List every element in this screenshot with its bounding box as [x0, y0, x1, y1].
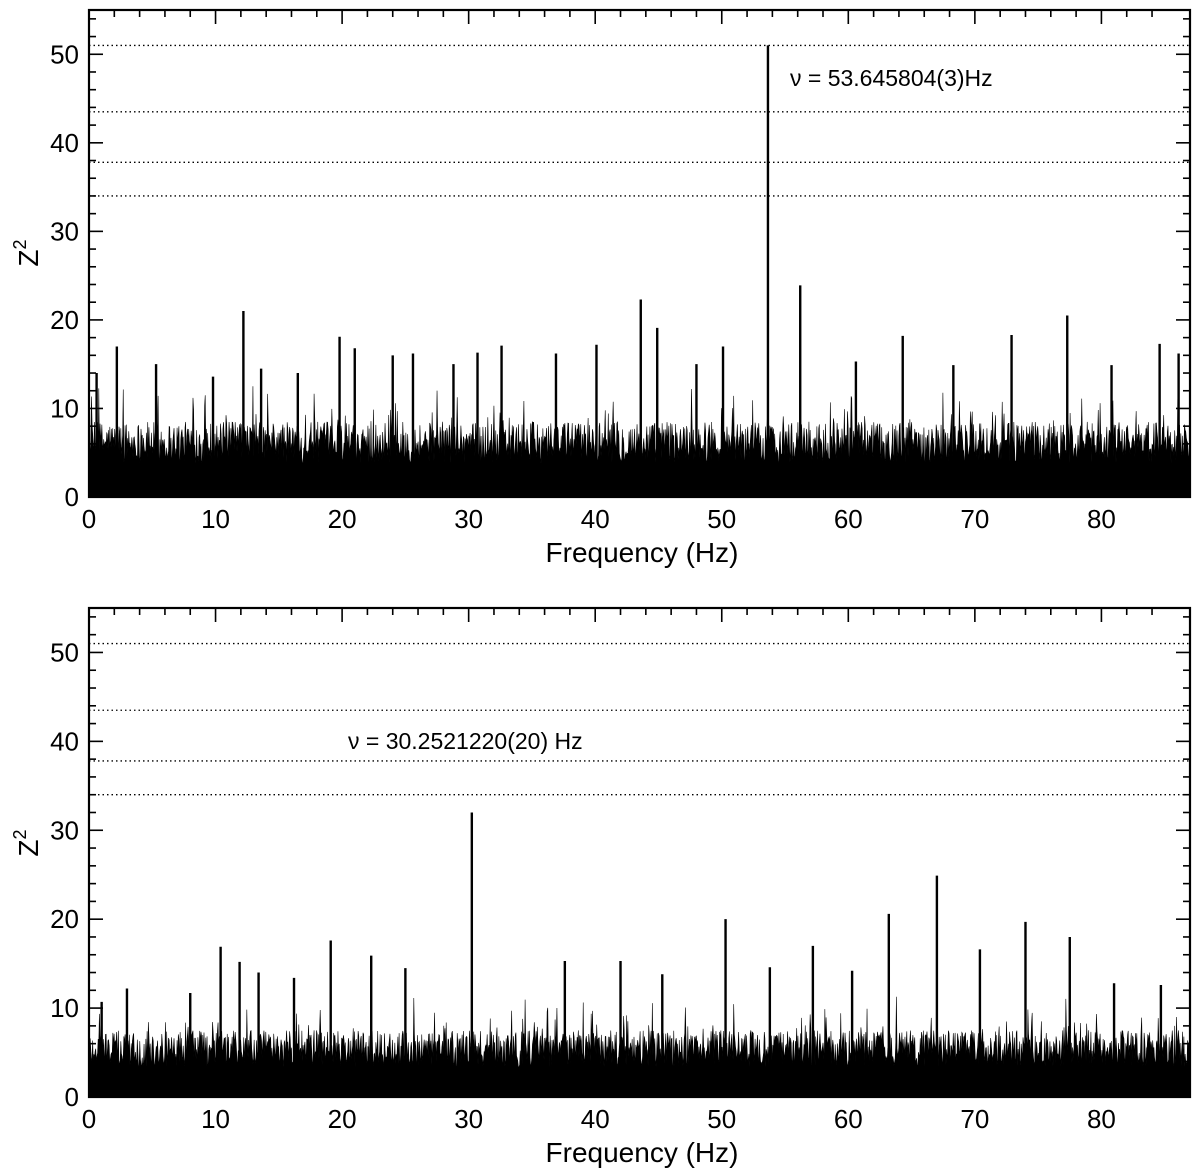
- top-y-tick-label: 30: [50, 216, 79, 246]
- top-tick-labels: 0 10 20 30 40 50 60 70 80 0 10 20 30 40 50: [50, 39, 1116, 534]
- top-x-axis-label: Frequency (Hz): [546, 537, 739, 568]
- bottom-y-tick-label: 20: [50, 904, 79, 934]
- bottom-ticks: [88, 608, 1190, 1098]
- top-y-axis-label: Z2: [10, 239, 44, 266]
- bottom-x-axis-label: Frequency (Hz): [546, 1137, 739, 1168]
- top-threshold-lines: [89, 44, 1190, 197]
- top-peak-annotation: ν = 53.645804(3)Hz: [790, 65, 993, 91]
- top-y-tick-label: 20: [50, 305, 79, 335]
- top-y-tick-label: 50: [50, 39, 79, 69]
- top-axes: [87, 8, 1192, 499]
- bottom-x-tick-label: 70: [960, 1104, 989, 1134]
- bottom-tick-labels: 0 10 20 30 40 50 60 70 80 0 10 20 30 40 50: [50, 637, 1116, 1134]
- bottom-x-tick-label: 50: [707, 1104, 736, 1134]
- bottom-plot-frame: [87, 606, 1192, 1099]
- top-peaks-layer: [95, 45, 1180, 497]
- bottom-x-tick-label: 10: [201, 1104, 230, 1134]
- bottom-x-tick-label: 30: [454, 1104, 483, 1134]
- top-y-tick-label: 10: [50, 393, 79, 423]
- bottom-x-tick-label: 0: [82, 1104, 96, 1134]
- top-y-tick-label: 40: [50, 128, 79, 158]
- bottom-peaks-layer: [100, 812, 1163, 1097]
- top-x-tick-label: 0: [82, 504, 96, 534]
- top-noise-layer: [88, 386, 1191, 498]
- bottom-x-tick-label: 60: [834, 1104, 863, 1134]
- bottom-y-tick-label: 40: [50, 726, 79, 756]
- bottom-y-tick-label: 10: [50, 993, 79, 1023]
- bottom-y-axis-label: Z2: [10, 829, 44, 856]
- bottom-y-tick-label: 0: [65, 1082, 79, 1112]
- bottom-noise-layer: [88, 996, 1191, 1098]
- top-ticks: [88, 10, 1190, 498]
- bottom-threshold-lines: [89, 642, 1190, 796]
- top-x-tick-label: 20: [328, 504, 357, 534]
- top-y-axis-label-superscript: 2: [10, 239, 30, 249]
- bottom-noise-area: [88, 996, 1191, 1098]
- bottom-y-axis-label-superscript: 2: [10, 829, 30, 839]
- top-y-axis-label-base: Z: [13, 249, 44, 266]
- top-x-tick-label: 80: [1087, 504, 1116, 534]
- bottom-y-axis-label-base: Z: [13, 839, 44, 856]
- top-y-tick-label: 0: [65, 482, 79, 512]
- top-noise-area: [88, 386, 1191, 498]
- bottom-y-tick-label: 50: [50, 637, 79, 667]
- bottom-x-tick-label: 20: [328, 1104, 357, 1134]
- top-x-tick-label: 30: [454, 504, 483, 534]
- top-panel: 0 10 20 30 40 50 60 70 80 0 10 20 30 40 50 Frequency (…: [10, 8, 1192, 568]
- top-plot-frame: [87, 8, 1192, 499]
- top-x-tick-label: 50: [707, 504, 736, 534]
- bottom-axes: [87, 606, 1192, 1099]
- bottom-peak-annotation: ν = 30.2521220(20) Hz: [348, 728, 583, 754]
- top-x-tick-label: 10: [201, 504, 230, 534]
- top-x-tick-label: 40: [581, 504, 610, 534]
- top-x-tick-label: 60: [834, 504, 863, 534]
- bottom-x-tick-label: 40: [581, 1104, 610, 1134]
- bottom-x-tick-label: 80: [1087, 1104, 1116, 1134]
- bottom-panel: 0 10 20 30 40 50 60 70 80 0 10 20 30 40 50 Frequency (…: [10, 606, 1192, 1168]
- bottom-y-tick-label: 30: [50, 815, 79, 845]
- top-x-tick-label: 70: [960, 504, 989, 534]
